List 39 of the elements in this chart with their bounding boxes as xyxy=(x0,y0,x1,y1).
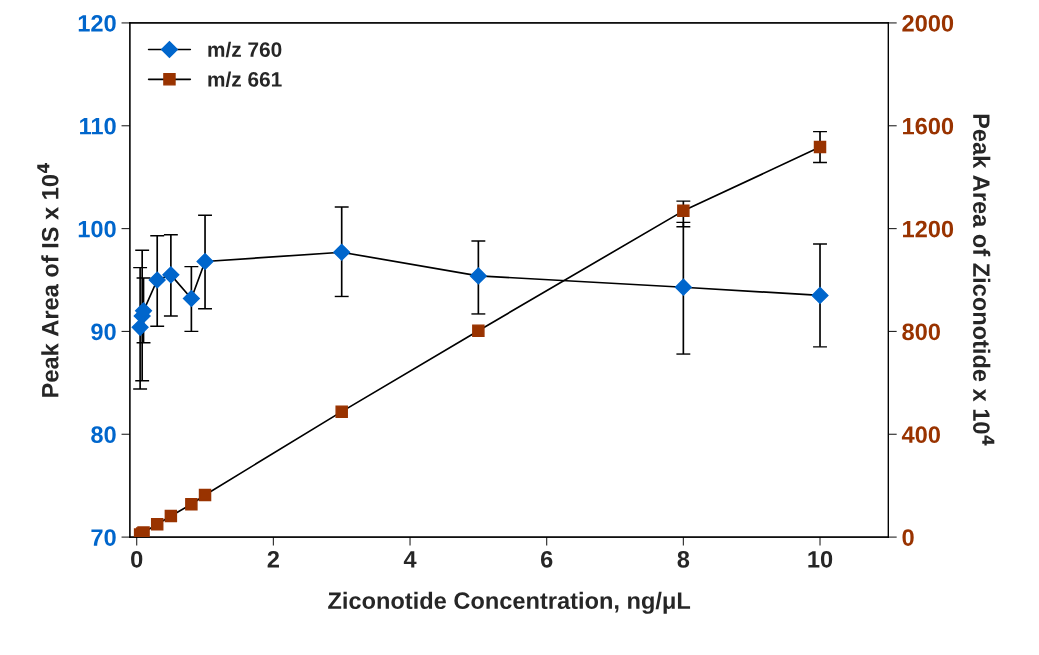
y-tick-label: 90 xyxy=(91,323,116,341)
y-axis-title: Peak Area of IS x 10$^{4}$ xyxy=(37,163,59,397)
x-axis-title: Ziconotide Concentration, ng/μL xyxy=(328,591,691,614)
y-tick-label: 120 xyxy=(78,14,116,32)
point xyxy=(162,266,180,284)
y2-tick-label: 1200 xyxy=(903,220,954,238)
x-tick-label: 6 xyxy=(540,550,553,568)
point xyxy=(333,243,351,261)
legend-label: m/z 661 xyxy=(208,71,282,88)
y-tick-label: 100 xyxy=(78,220,116,238)
point xyxy=(674,278,692,296)
point xyxy=(185,497,198,511)
point xyxy=(182,289,200,308)
x-tick-label: 10 xyxy=(808,550,833,568)
y2-tick-label: 1600 xyxy=(903,117,954,135)
y2-tick-label: 800 xyxy=(902,323,940,341)
point xyxy=(198,488,212,502)
x-tick-label: 8 xyxy=(677,550,690,568)
point xyxy=(196,252,214,271)
y2-tick-label: 0 xyxy=(902,529,914,546)
y-tick-label: 80 xyxy=(91,426,116,444)
point xyxy=(148,271,166,289)
point xyxy=(811,286,829,304)
y2-tick-label: 400 xyxy=(901,426,940,444)
point xyxy=(164,509,178,523)
x-tick-label: 0 xyxy=(131,550,143,568)
point xyxy=(677,204,690,218)
x-tick-label: 4 xyxy=(403,551,417,568)
y2-axis-title: Peak Area of Ziconotide x 10$^{4}$ xyxy=(972,114,995,446)
point xyxy=(335,405,348,418)
point xyxy=(469,267,487,285)
y-tick-label: 70 xyxy=(91,529,116,546)
y2-tick-label: 2000 xyxy=(902,14,954,32)
x-tick-label: 2 xyxy=(267,550,279,568)
y-tick-label: 110 xyxy=(80,117,116,135)
legend-label: m/z 760 xyxy=(208,41,282,58)
point xyxy=(472,324,485,337)
point xyxy=(150,517,164,531)
point xyxy=(813,140,827,154)
